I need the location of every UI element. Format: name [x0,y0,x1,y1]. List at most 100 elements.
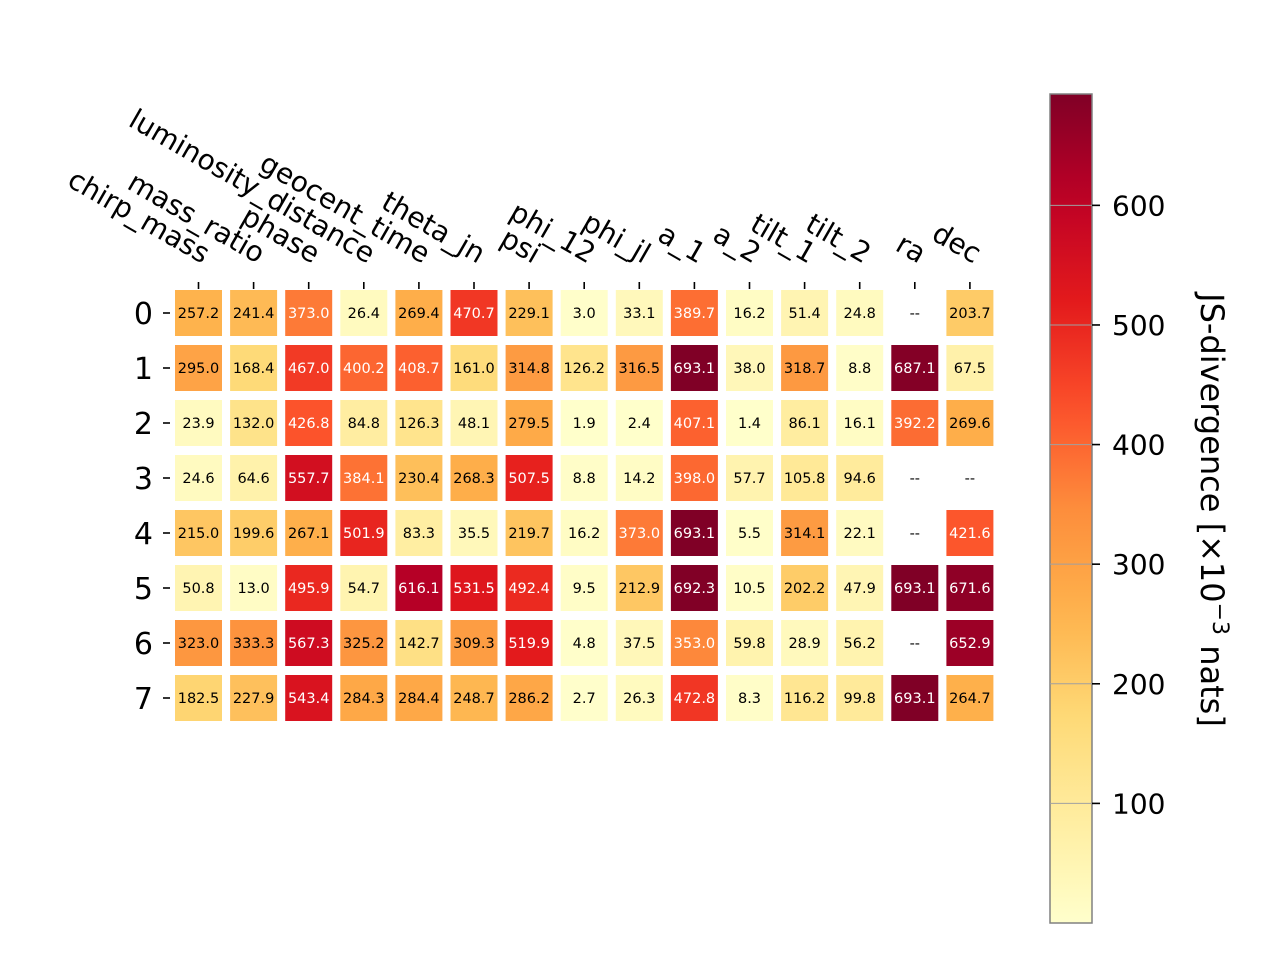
cell-value-label: 28.9 [788,636,820,652]
heatmap-cell [726,290,773,336]
cell-value-label: 692.3 [674,581,716,597]
cell-value-label: 407.1 [674,416,716,432]
colorbar-frame [1049,93,1093,924]
heatmap-cell [285,565,333,611]
cell-value-label: 9.5 [573,581,596,597]
cell-value-label: 37.5 [623,636,655,652]
cell-value-label: 268.3 [453,471,495,487]
heatmap-cell [726,455,773,501]
heatmap-cell [505,400,553,446]
cell-value-label: 384.1 [343,471,385,487]
heatmap-cell [450,510,498,556]
cell-value-label: 333.3 [233,636,275,652]
cell-value-label: 400.2 [343,361,385,377]
cell-value-label: -- [910,471,920,487]
heatmap-cell [230,455,278,501]
x-tick-label: ra [890,227,931,270]
cell-value-label: 295.0 [178,361,220,377]
cell-value-label: -- [965,471,975,487]
heatmap-cell [340,565,388,611]
cell-value-label: 219.7 [508,526,550,542]
cell-value-label: 693.1 [674,526,716,542]
heatmap-cell [175,675,222,721]
cell-value-label: 2.7 [573,691,596,707]
cell-value-label: 84.8 [348,416,380,432]
colorbar-tick-label: 100 [1112,787,1165,820]
heatmap-cell [891,400,939,446]
cell-value-label: 472.8 [674,691,716,707]
cell-value-label: 86.1 [788,416,820,432]
heatmap-cell [670,565,718,611]
heatmap-cell [670,675,718,721]
heatmap-cell [395,400,443,446]
cell-value-label: 267.1 [288,526,330,542]
cell-value-label: 264.7 [949,691,991,707]
cell-value-label: 168.4 [233,361,275,377]
cell-value-label: 8.3 [738,691,761,707]
cell-value-label: 284.3 [343,691,385,707]
cell-value-label: 693.1 [674,361,716,377]
cell-value-label: 4.8 [573,636,596,652]
cell-value-label: 8.8 [848,361,871,377]
heatmap-cell [340,290,388,336]
heatmap-cell [230,675,278,721]
heatmap-cell [836,620,884,666]
cell-value-label: 99.8 [844,691,876,707]
cell-value-label: 64.6 [237,471,269,487]
heatmap-cell [560,290,608,336]
heatmap-cell [891,675,939,721]
heatmap-cell [505,620,553,666]
heatmap-cell [340,510,388,556]
heatmap-cell [726,345,773,391]
heatmap-cell [726,400,773,446]
cell-value-label: 316.5 [619,361,661,377]
cell-value-label: 24.6 [182,471,214,487]
cell-value-label: 132.0 [233,416,275,432]
cell-value-label: 35.5 [458,526,490,542]
heatmap-cell [450,675,498,721]
heatmap-cell [836,345,884,391]
heatmap-cell [615,290,663,336]
colorbar-label: JS-divergence [×10−3 nats] [1193,291,1232,727]
heatmap-cell [505,290,553,336]
heatmap-cell [726,620,773,666]
cell-value-label: 687.1 [894,361,936,377]
cell-value-label: 116.2 [784,691,826,707]
heatmap-cell [781,345,829,391]
heatmap-cell [450,620,498,666]
cell-value-label: 16.2 [733,306,765,322]
heatmap-cell [726,510,773,556]
heatmap-cell [230,290,278,336]
cell-value-label: -- [910,636,920,652]
heatmap-cell [560,345,608,391]
heatmap-cell [285,510,333,556]
cell-value-label: 392.2 [894,416,936,432]
heatmap-cell [450,290,498,336]
cell-value-label: 38.0 [733,361,765,377]
cell-value-label: 353.0 [674,636,716,652]
heatmap-cell [340,675,388,721]
heatmap-cell [836,675,884,721]
heatmap-cell [505,345,553,391]
heatmap-cell [615,510,663,556]
heatmap-cell [560,510,608,556]
cell-value-label: 142.7 [398,636,440,652]
heatmap-cell [175,620,222,666]
cell-value-label: 23.9 [182,416,214,432]
cell-value-label: 33.1 [623,306,655,322]
heatmap-cell [946,400,994,446]
heatmap-cell [450,455,498,501]
cell-value-label: 279.5 [508,416,550,432]
heatmap-cell [836,290,884,336]
heatmap-cell [230,345,278,391]
cell-value-label: 314.1 [784,526,826,542]
cell-value-label: -- [910,306,920,322]
heatmap-cell [230,620,278,666]
cell-value-label: 94.6 [844,471,876,487]
cell-value-label: 286.2 [508,691,550,707]
cell-value-label: 398.0 [674,471,716,487]
cell-value-label: 212.9 [619,581,661,597]
heatmap-cell [836,565,884,611]
colorbar-tick-label: 500 [1112,309,1165,342]
